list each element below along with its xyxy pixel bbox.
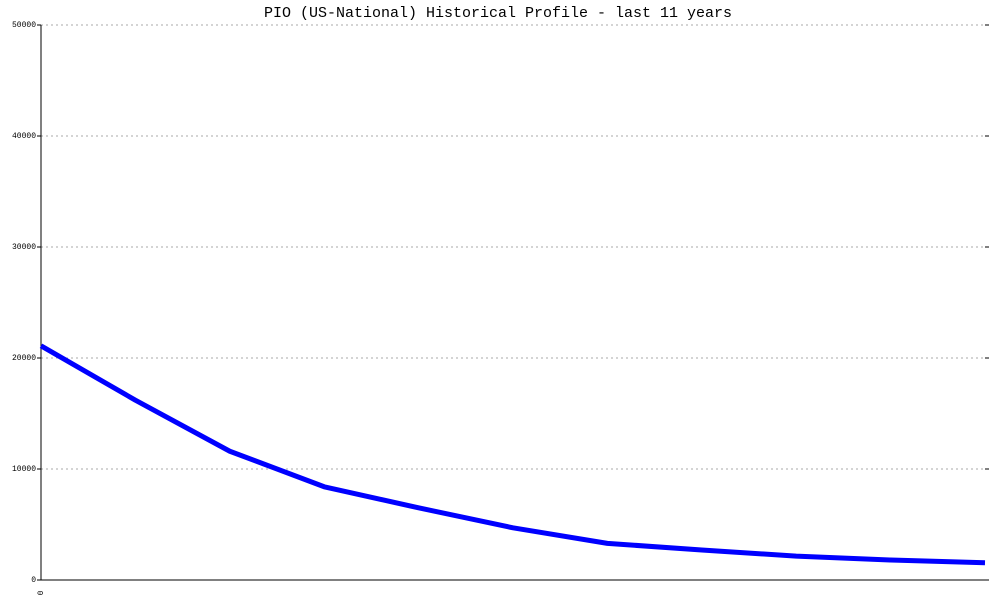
y-tick-label: 30000 <box>12 243 36 252</box>
y-tick-label: 10000 <box>12 465 36 474</box>
chart-title: PIO (US-National) Historical Profile - l… <box>264 5 732 22</box>
y-tick-label: 40000 <box>12 132 36 141</box>
y-tick-label: 50000 <box>12 21 36 30</box>
y-tick-label: 20000 <box>12 354 36 363</box>
x-tick-label: 0 <box>37 590 46 595</box>
data-line <box>39 343 986 566</box>
y-tick-label: 0 <box>31 576 36 585</box>
